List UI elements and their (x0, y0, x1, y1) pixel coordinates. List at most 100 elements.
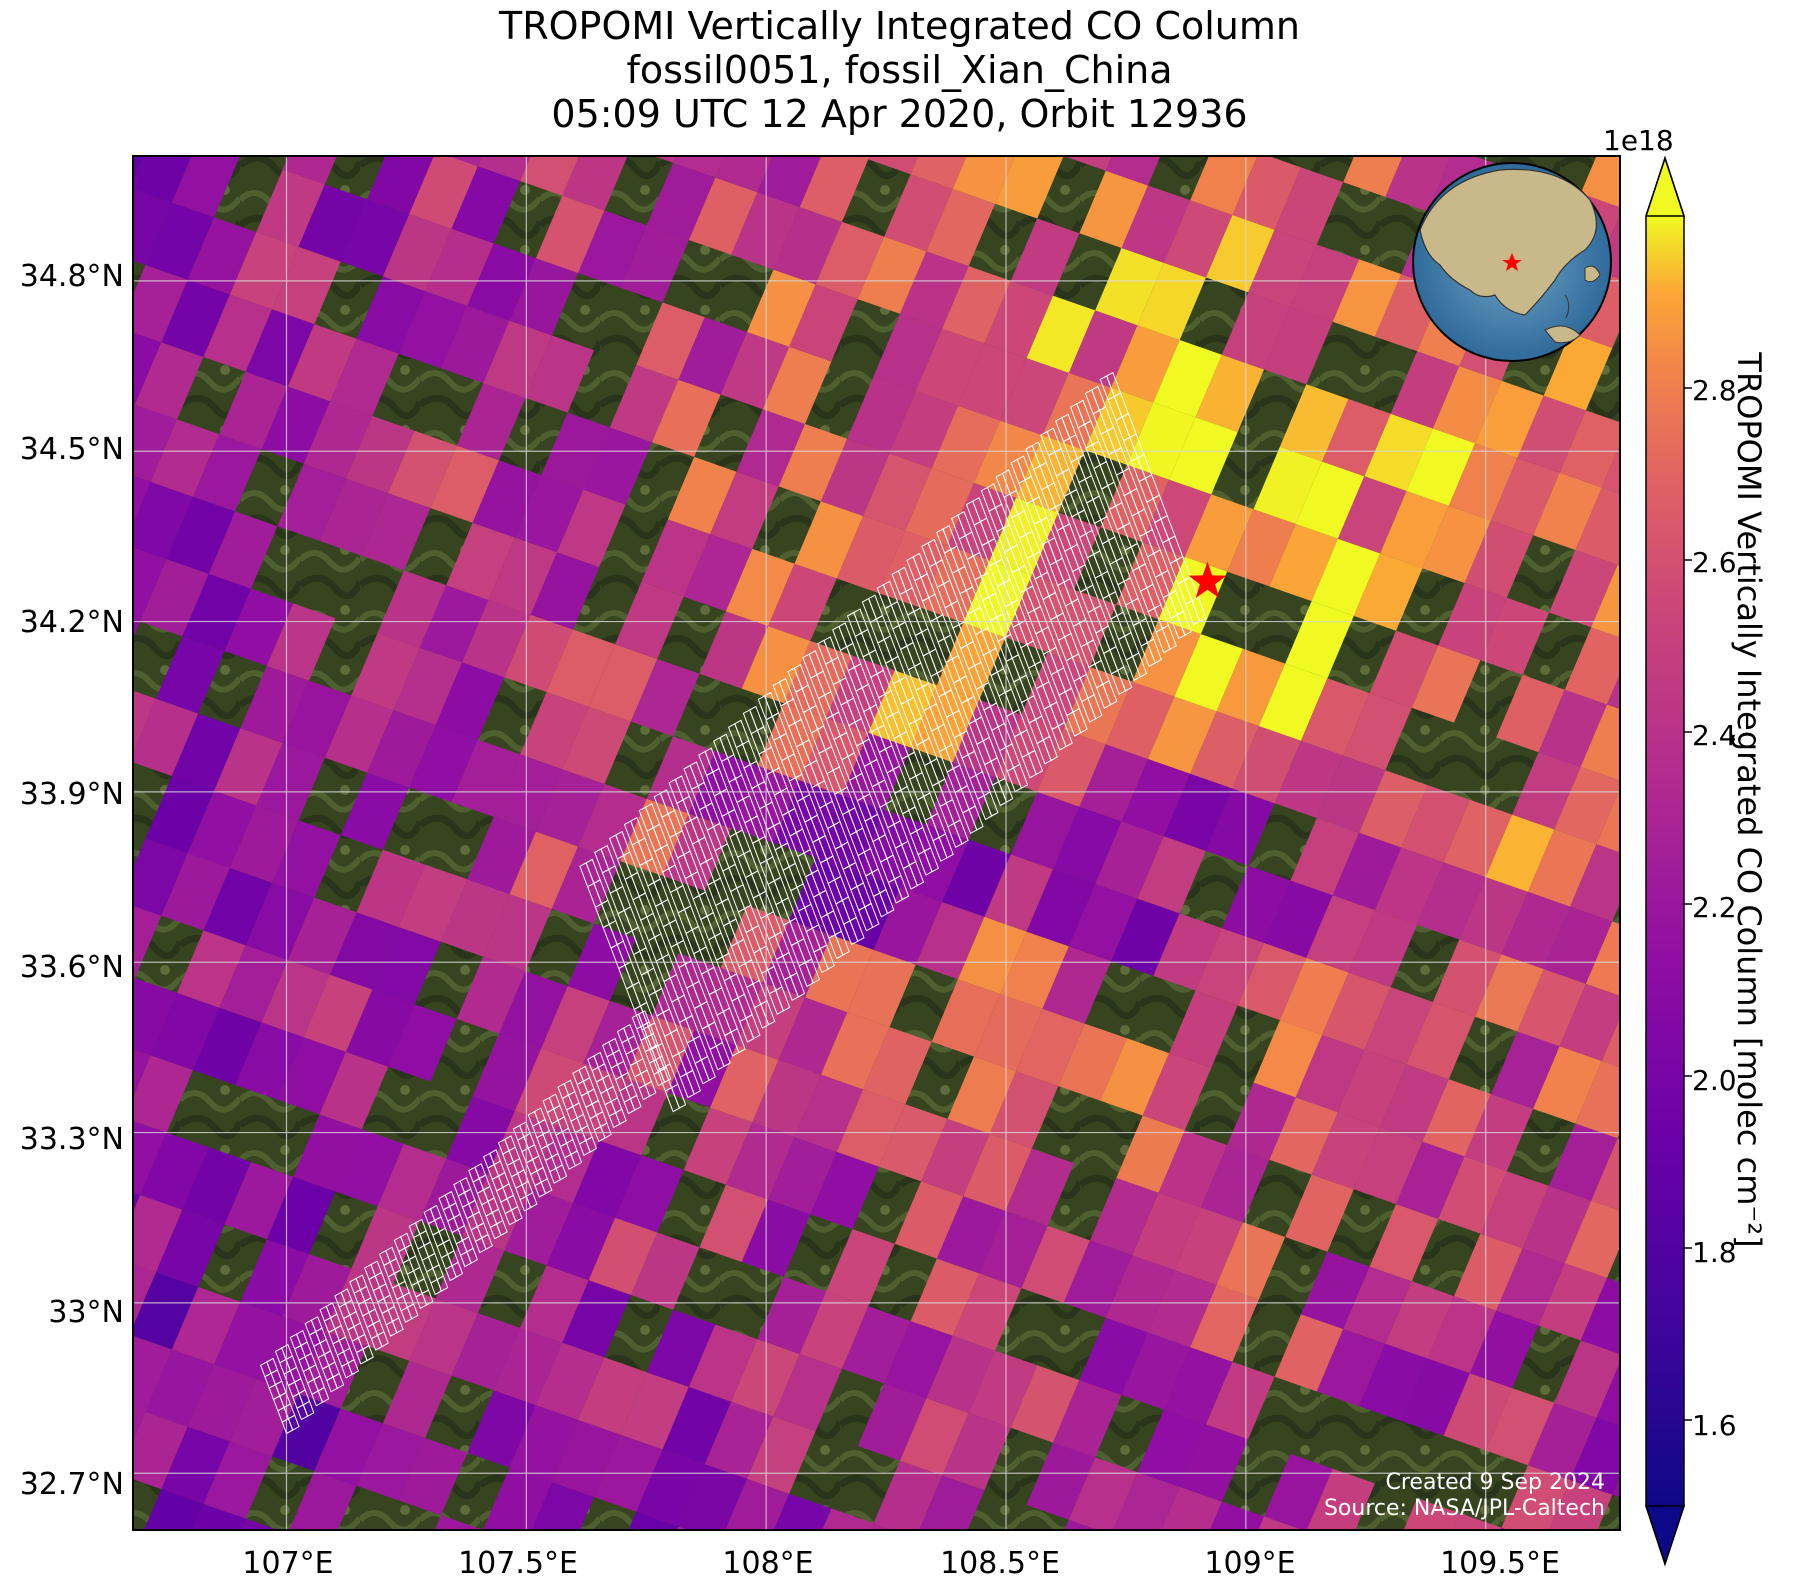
co-pixel (1633, 6, 1702, 83)
co-pixel (678, 1464, 747, 1530)
co-pixel (1217, 75, 1286, 152)
co-pixel (133, 156, 192, 203)
co-pixel (1607, 673, 1620, 710)
co-pixel (40, 1026, 109, 1103)
co-pixel (1142, 479, 1212, 557)
co-pixel (773, 1493, 832, 1530)
co-pixel (915, 902, 985, 980)
co-pixel (646, 162, 716, 240)
co-pixel (699, 611, 769, 689)
co-pixel (467, 243, 536, 321)
co-pixel (1327, 42, 1396, 119)
co-pixel (599, 1078, 668, 1156)
co-pixel (794, 501, 864, 579)
co-pixel (282, 680, 352, 758)
co-pixel (1591, 564, 1620, 638)
map-frame (132, 155, 1621, 1531)
co-pixel (588, 1217, 658, 1295)
co-pixel (367, 710, 436, 788)
co-pixel (1206, 1361, 1275, 1440)
sounding-footprint (927, 538, 943, 565)
co-pixel (747, 269, 816, 347)
co-pixel (45, 669, 114, 746)
sounding-footprint (1016, 455, 1032, 481)
co-pixel (535, 769, 605, 847)
co-pixel (1612, 1476, 1620, 1498)
co-pixel (1401, 785, 1470, 863)
target-star-marker (1188, 561, 1227, 598)
sounding-footprint (1031, 441, 1047, 467)
co-pixel (884, 1321, 953, 1399)
co-pixel (842, 1306, 911, 1384)
co-pixel (1538, 689, 1607, 767)
co-pixel (1079, 744, 1148, 822)
co-pixel (488, 1111, 557, 1189)
co-pixel (1517, 395, 1586, 473)
co-pixel (995, 156, 1064, 219)
co-pixel (156, 636, 225, 714)
co-pixel (435, 1235, 505, 1314)
co-pixel (815, 221, 885, 300)
co-pixel (330, 912, 399, 990)
co-pixel (378, 0, 447, 74)
co-pixel (240, 1239, 309, 1317)
co-pixel (1058, 1023, 1127, 1101)
co-pixel (1322, 972, 1391, 1050)
co-pixel (989, 497, 1059, 575)
co-pixel (133, 619, 141, 639)
co-pixel (535, 1342, 605, 1420)
co-pixel (1209, 1501, 1265, 1530)
co-pixel (193, 1581, 262, 1590)
co-pixel (1221, 292, 1291, 370)
co-pixel (699, 1184, 769, 1262)
co-pixel (229, 232, 299, 310)
co-pixel (583, 1000, 652, 1079)
co-pixel (156, 1209, 225, 1287)
co-pixel (171, 713, 241, 791)
co-pixel (1369, 630, 1439, 708)
sounding-footprint (593, 1051, 606, 1069)
sounding-footprint (897, 566, 914, 592)
co-pixel (520, 692, 589, 770)
co-pixel (942, 1413, 1011, 1491)
co-pixel (1464, 520, 1534, 598)
co-pixel (346, 1563, 415, 1590)
co-pixel (193, 434, 262, 512)
co-pixel (451, 166, 521, 244)
colorbar: 2.8 2.6 2.4 2.2 2.0 1.8 1.6 (1644, 155, 1737, 1567)
co-pixel (1353, 1126, 1423, 1205)
co-pixel (1596, 1361, 1620, 1426)
co-pixel (551, 846, 621, 924)
co-pixel (133, 838, 188, 916)
co-pixel (1279, 384, 1349, 462)
co-pixel (477, 156, 531, 181)
co-pixel (858, 156, 870, 160)
co-pixel (984, 854, 1053, 932)
co-pixel (1316, 1329, 1386, 1407)
co-pixel (1163, 200, 1233, 278)
co-pixel (133, 698, 199, 776)
co-pixel (467, 816, 536, 895)
co-pixel (1042, 946, 1112, 1024)
co-pixel (688, 177, 758, 255)
co-pixel (133, 547, 167, 622)
co-pixel (314, 1408, 383, 1486)
co-pixel (1026, 295, 1096, 373)
co-pixel (133, 1264, 156, 1327)
sounding-footprint (704, 747, 720, 773)
co-pixel (1417, 862, 1486, 940)
sounding-footprint (778, 677, 795, 704)
co-pixel (1527, 829, 1597, 907)
co-pixel (989, 1071, 1059, 1149)
co-pixel (1306, 895, 1375, 973)
co-pixel (1021, 652, 1090, 730)
co-pixel (287, 324, 357, 402)
co-pixel (187, 790, 257, 868)
lat-tick: 33.6°N (20, 950, 124, 985)
co-pixel (952, 156, 1016, 204)
co-pixel (1190, 1284, 1259, 1362)
co-pixel (377, 1143, 447, 1222)
co-pixel (1274, 740, 1344, 818)
sounding-footprint (608, 1037, 621, 1055)
co-pixel (531, 1482, 594, 1530)
